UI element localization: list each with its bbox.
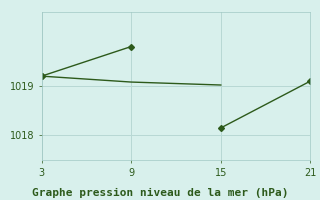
Text: Graphe pression niveau de la mer (hPa): Graphe pression niveau de la mer (hPa)	[32, 188, 288, 198]
